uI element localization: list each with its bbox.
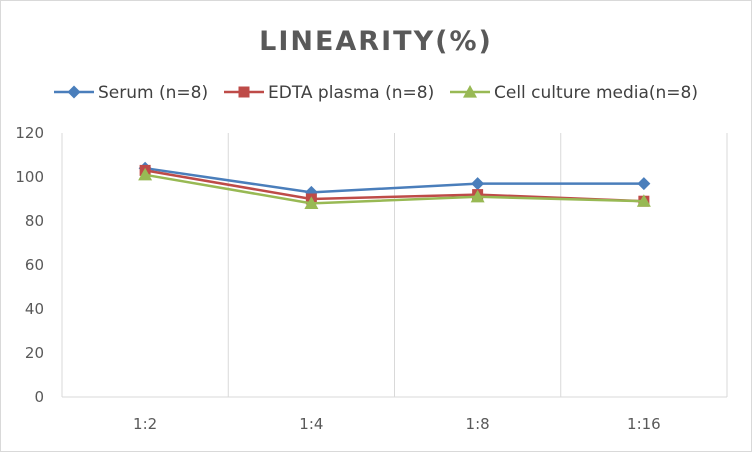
legend-marker-2 [238, 86, 250, 98]
y-tick-label: 80 [25, 212, 44, 230]
legend-marker-1 [67, 85, 81, 99]
series-line-1 [144, 166, 644, 194]
chart-title: LINEARITY(%) [259, 26, 493, 57]
legend-label-1: Serum (n=8) [98, 83, 208, 103]
x-tick-label: 1:8 [466, 415, 490, 433]
data-point-series-3 [304, 196, 319, 209]
data-point-series-1 [637, 177, 651, 191]
y-tick-label: 40 [25, 300, 44, 318]
plot-area: 0 20 40 60 80 100 120 1:2 1:4 1:8 1:16 [15, 124, 728, 433]
x-tick-label: 1:16 [627, 415, 661, 433]
x-tick-label: 1:2 [133, 415, 157, 433]
data-point-series-1 [471, 177, 485, 191]
legend: Serum (n=8) EDTA plasma (n=8) Cell culture… [54, 83, 698, 103]
x-tick-label: 1:4 [299, 415, 323, 433]
y-tick-label: 60 [25, 256, 44, 274]
data-point-series-3 [636, 194, 651, 207]
series-line-3 [144, 173, 644, 205]
y-tick-label: 120 [15, 124, 44, 142]
legend-marker-3 [463, 85, 477, 98]
y-tick-label: 100 [15, 168, 44, 186]
data-point-series-3 [138, 167, 153, 181]
legend-label-3: Cell culture media(n=8) [494, 83, 698, 103]
y-tick-label: 20 [25, 344, 44, 362]
data-point-series-3 [470, 189, 485, 203]
y-tick-label: 0 [34, 388, 44, 406]
legend-label-2: EDTA plasma (n=8) [268, 83, 434, 103]
